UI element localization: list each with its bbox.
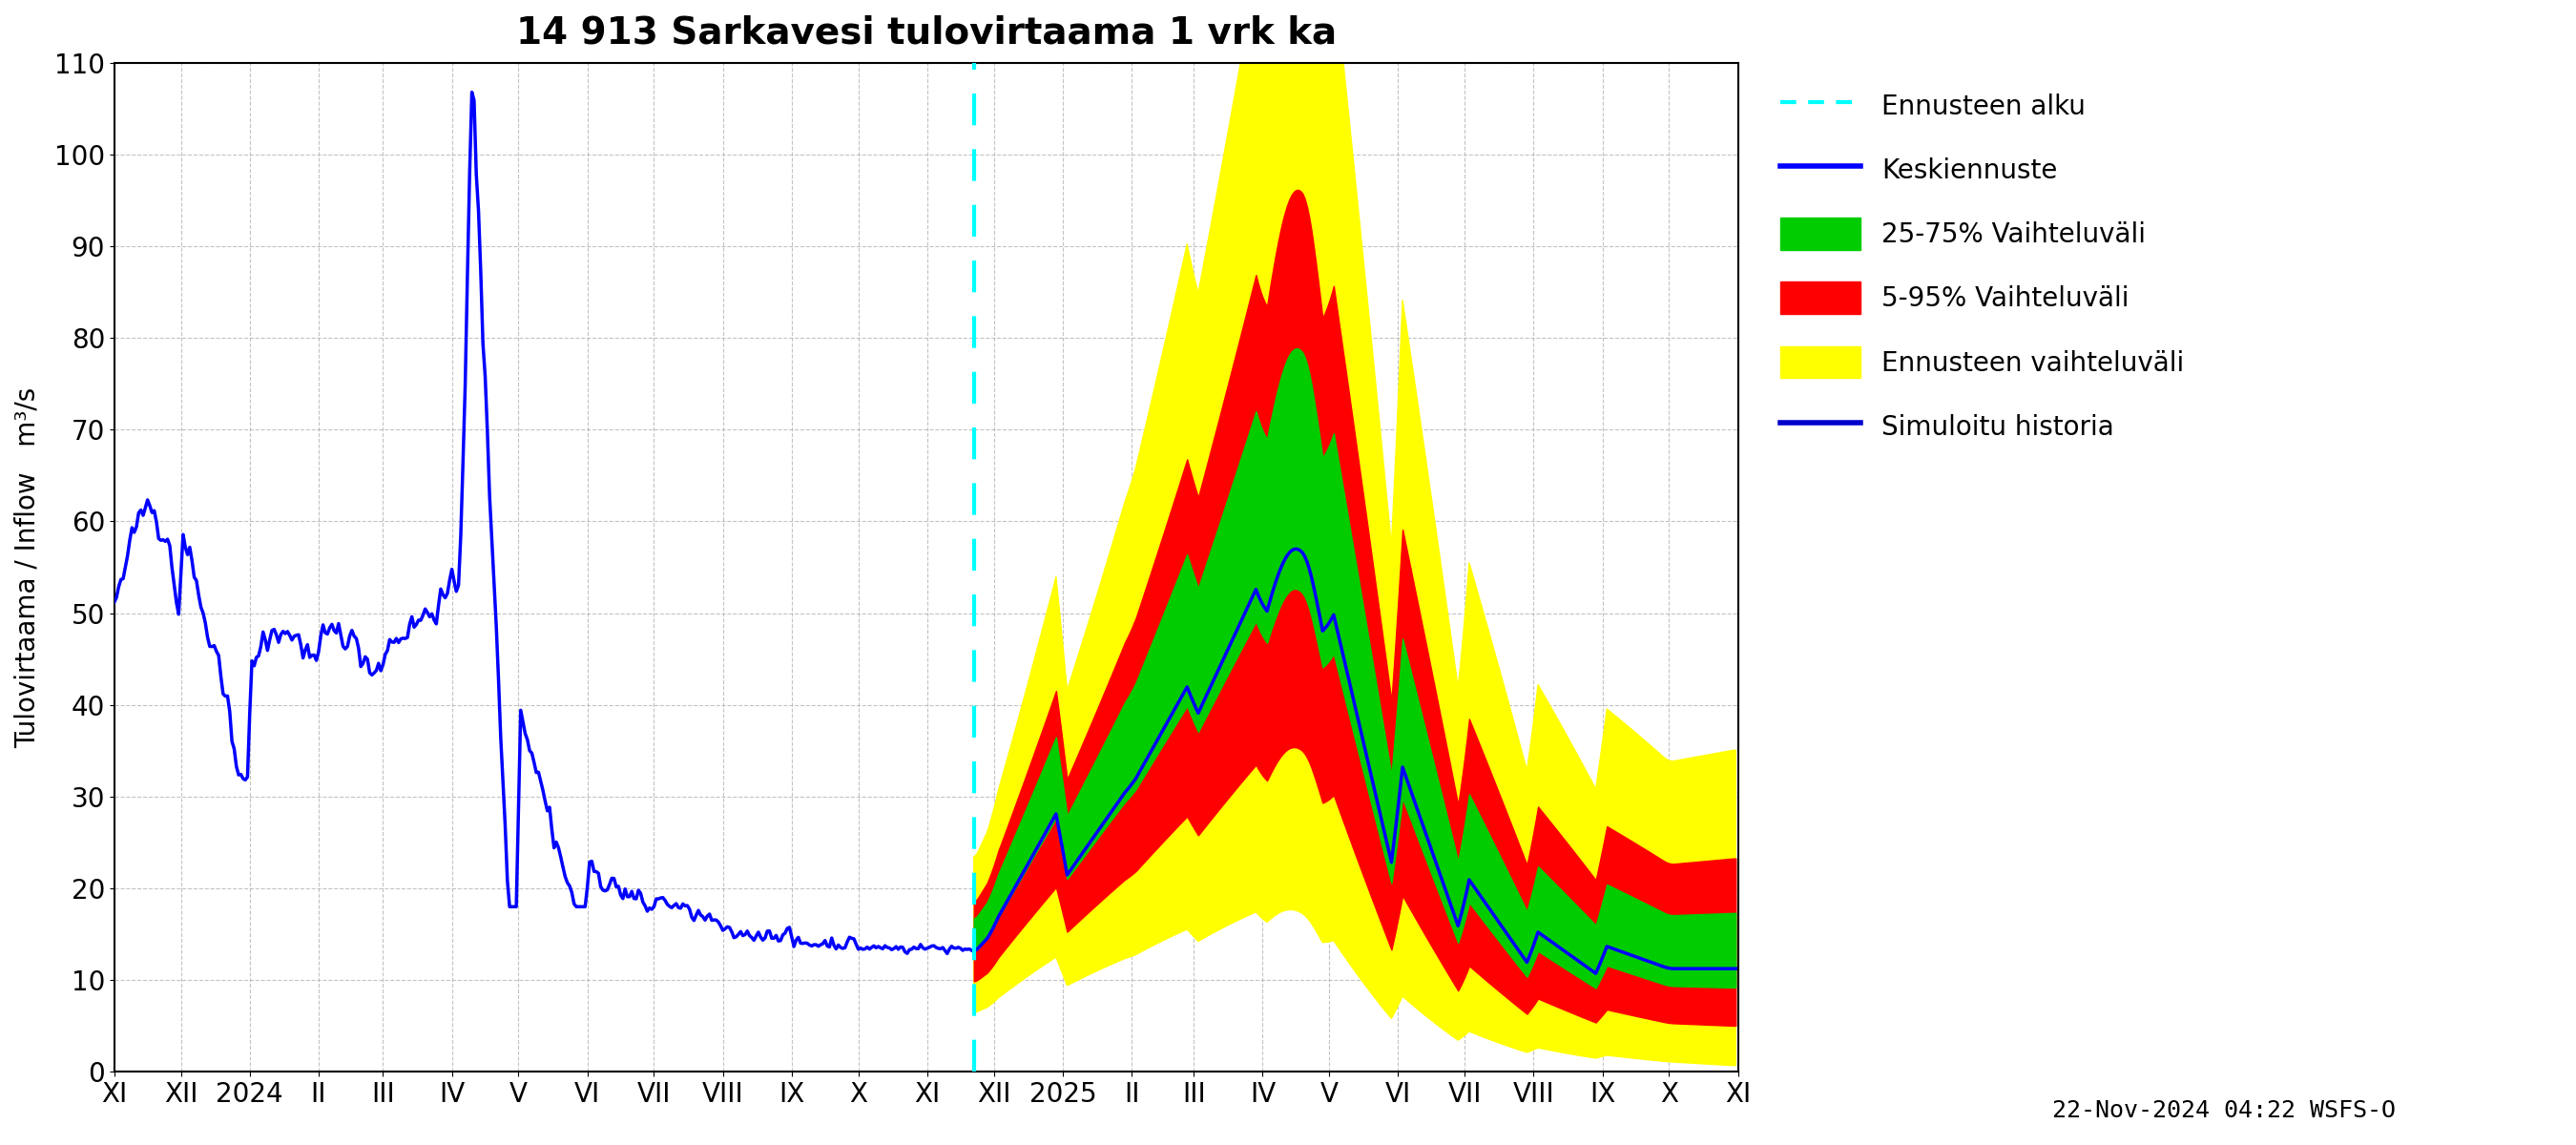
Legend: Ennusteen alku, Keskiennuste, 25-75% Vaihteluväli, 5-95% Vaihteluväli, Ennusteen: Ennusteen alku, Keskiennuste, 25-75% Vai… bbox=[1767, 76, 2197, 456]
Text: 22-Nov-2024 04:22 WSFS-O: 22-Nov-2024 04:22 WSFS-O bbox=[2053, 1099, 2396, 1122]
Title: 14 913 Sarkavesi tulovirtaama 1 vrk ka: 14 913 Sarkavesi tulovirtaama 1 vrk ka bbox=[515, 14, 1337, 50]
Y-axis label: Tulovirtaama / Inflow   m³/s: Tulovirtaama / Inflow m³/s bbox=[15, 387, 41, 748]
